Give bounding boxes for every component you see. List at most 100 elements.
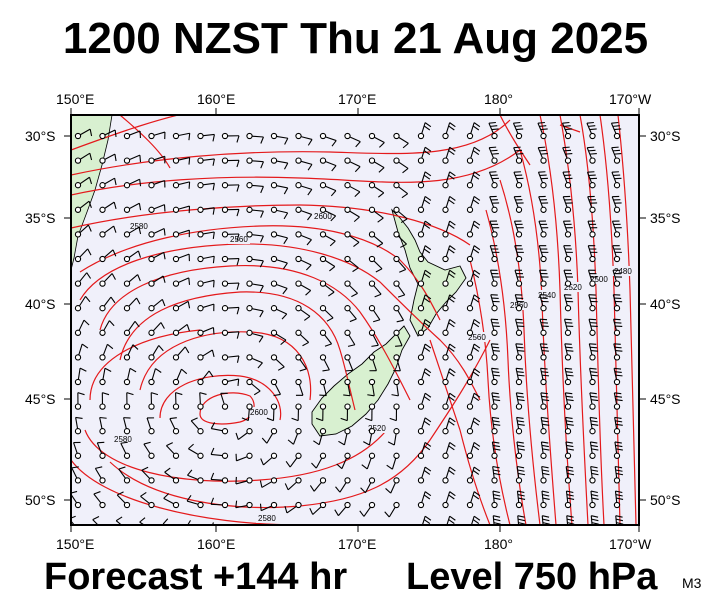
barb-shaft: [490, 319, 495, 331]
barb-flag: [71, 466, 79, 469]
barb-station: [246, 354, 253, 361]
barb-flag: [89, 153, 93, 161]
barb-flag: [449, 146, 456, 152]
barb-station: [613, 354, 621, 361]
barb-station: [589, 477, 596, 484]
barb-flag: [492, 441, 500, 444]
barb-station: [344, 378, 351, 386]
barb-flag: [307, 189, 313, 196]
barb-flag: [371, 344, 379, 347]
barb-flag: [143, 441, 151, 445]
barb-shaft: [421, 442, 426, 454]
barb-shaft: [397, 334, 403, 346]
barb-station: [540, 305, 547, 312]
barb-flag: [399, 269, 406, 273]
barb-shaft: [366, 458, 372, 470]
barb-shaft: [79, 248, 89, 258]
barb-station: [466, 403, 474, 410]
barb-station: [417, 182, 425, 189]
barb-shaft: [489, 196, 495, 208]
barb-flag: [539, 125, 547, 127]
barb-shaft: [92, 519, 99, 525]
barb-shaft: [187, 526, 198, 529]
barb-shaft: [210, 503, 223, 506]
barb-station: [197, 477, 204, 484]
barb-flag: [284, 483, 289, 491]
barb-station: [368, 428, 376, 435]
barb-station: [221, 231, 229, 238]
barb-flag: [590, 420, 598, 423]
barb-flag: [160, 322, 165, 329]
barb-station: [417, 329, 425, 336]
barb-flag: [614, 128, 622, 131]
barb-flag: [260, 186, 264, 194]
australia-land: [71, 115, 113, 271]
barb-shaft: [252, 160, 264, 163]
barb-station: [197, 354, 204, 361]
lon-label-bottom: 180°: [484, 536, 513, 552]
barb-flag: [489, 146, 497, 149]
barb-station: [540, 255, 547, 263]
barb-flag: [491, 343, 499, 345]
barb-station: [319, 280, 327, 287]
barb-shaft: [312, 531, 321, 538]
barb-station: [123, 403, 131, 410]
barb-station: [564, 231, 572, 238]
contour-label: 2580: [114, 435, 132, 444]
contour-label: 2500: [590, 275, 608, 284]
barb-station: [344, 280, 351, 287]
barb-shaft: [470, 270, 475, 282]
barb-shaft: [589, 392, 593, 405]
barb-flag: [492, 346, 500, 349]
barb-shaft: [587, 196, 593, 208]
barb-shaft: [391, 458, 397, 470]
barb-shaft: [445, 466, 451, 479]
barb-shaft: [489, 245, 495, 257]
barb-flag: [492, 420, 500, 423]
barb-station: [99, 329, 106, 336]
barb-station: [394, 527, 399, 532]
barb-flag: [591, 448, 599, 451]
barb-flag: [424, 343, 432, 349]
barb-flag: [338, 440, 345, 446]
barb-flag: [424, 195, 432, 201]
barb-flag: [492, 490, 500, 494]
barb-shaft: [129, 154, 141, 161]
barb-flag: [299, 368, 307, 372]
barb-station: [393, 501, 400, 509]
barb-shaft: [445, 122, 451, 134]
barb-flag: [448, 494, 455, 500]
barb-shaft: [445, 417, 451, 429]
barb-station: [417, 501, 425, 509]
barb-station: [99, 403, 106, 410]
barb-flag: [590, 350, 598, 352]
barb-shaft: [388, 506, 396, 518]
barb-flag: [563, 149, 572, 152]
barb-shaft: [373, 161, 385, 169]
barb-station: [172, 477, 180, 484]
barb-shaft: [199, 392, 201, 405]
barb-shaft: [611, 171, 617, 183]
barb-shaft: [292, 433, 299, 445]
barb-shaft: [398, 186, 408, 195]
barb-shaft: [421, 393, 426, 405]
barb-station: [246, 280, 253, 287]
barb-station: [197, 157, 204, 164]
barb-flag: [541, 374, 550, 377]
barb-station: [246, 403, 253, 410]
barb-flag: [261, 437, 268, 444]
barb-shaft: [470, 417, 475, 429]
barb-shaft: [515, 392, 520, 405]
barb-station: [246, 329, 253, 336]
barb-shaft: [220, 393, 225, 405]
barb-flag: [188, 181, 191, 189]
barb-flag: [540, 128, 548, 131]
barb-station: [270, 354, 278, 361]
barb-station: [148, 132, 155, 140]
lon-label-top: 170°E: [338, 91, 376, 107]
barb-flag: [614, 367, 622, 370]
barb-shaft: [129, 202, 140, 210]
barb-flag: [330, 190, 337, 197]
barb-shaft: [313, 482, 322, 492]
barb-flag: [187, 301, 191, 309]
